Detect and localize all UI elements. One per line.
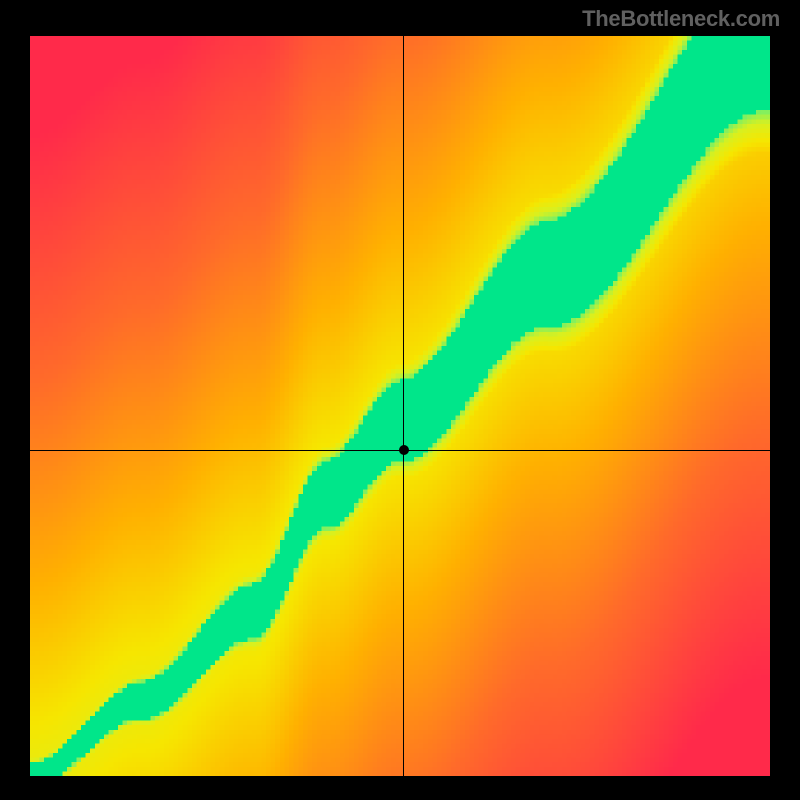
bottleneck-heatmap <box>30 36 770 776</box>
watermark-text: TheBottleneck.com <box>582 6 780 32</box>
crosshair-vertical <box>403 36 404 776</box>
chart-container: TheBottleneck.com <box>0 0 800 800</box>
